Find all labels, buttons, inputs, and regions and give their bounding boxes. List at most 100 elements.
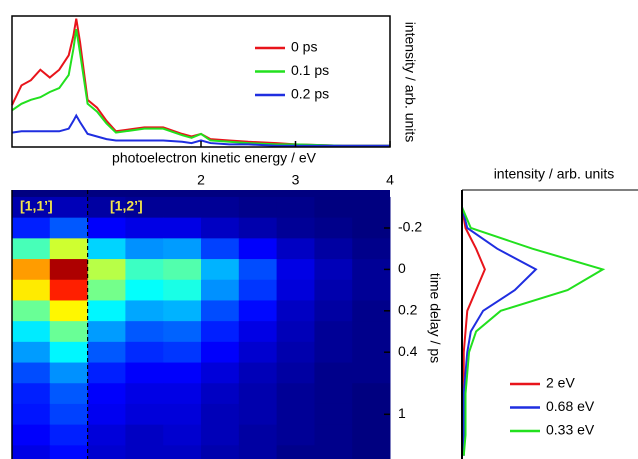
heatmap-cell — [163, 445, 202, 459]
heatmap-cell — [352, 383, 391, 405]
heatmap-cell — [125, 383, 164, 405]
heatmap-cell — [201, 341, 240, 364]
heatmap-cell — [201, 238, 240, 260]
heatmap-cell — [238, 300, 278, 322]
heatmap-cell — [163, 259, 202, 281]
heatmap-cell — [163, 341, 202, 364]
heatmap-cell — [125, 445, 164, 459]
heatmap-cell — [201, 403, 240, 426]
heatmap-cell — [314, 259, 353, 281]
heatmap-cell — [12, 362, 51, 384]
heatmap-cell — [314, 445, 353, 459]
heatmap-cell — [314, 279, 353, 301]
x-axis-label: photoelectron kinetic energy / eV — [112, 150, 317, 166]
heatmap-cell — [87, 238, 126, 260]
heatmap-cell — [163, 362, 202, 384]
heatmap-cell — [276, 321, 315, 343]
heatmap-cell — [314, 362, 353, 384]
heatmap-cell — [276, 362, 315, 384]
heatmap-cell — [125, 300, 164, 322]
heatmap-cell — [87, 196, 126, 219]
heatmap-cell — [49, 383, 89, 405]
heatmap-cell — [125, 217, 164, 239]
heatmap-cell — [276, 217, 315, 239]
heatmap-cell — [352, 445, 391, 459]
heatmap-cell — [314, 238, 353, 260]
heatmap-cell — [12, 279, 51, 301]
heatmap-cell — [49, 279, 89, 301]
heatmap-cell — [125, 341, 164, 364]
heatmap-cell — [238, 383, 278, 405]
heatmap-cell — [125, 196, 164, 219]
legend-label: 0 ps — [291, 39, 317, 55]
heatmap-cell — [201, 196, 240, 219]
y-tick-label: 1 — [398, 405, 406, 421]
heatmap-cell — [87, 279, 126, 301]
heatmap-cell — [125, 403, 164, 426]
panel-title: intensity / arb. units — [494, 166, 615, 182]
series-line — [11, 28, 390, 147]
heatmap-cell — [314, 321, 353, 343]
heatmap-cell — [49, 403, 89, 426]
heatmap-cell — [201, 362, 240, 384]
heatmap-cell — [87, 300, 126, 322]
heatmap-cell — [163, 424, 202, 446]
heatmap-cell — [12, 238, 51, 260]
heatmap-cell — [49, 259, 89, 281]
heatmap-cell — [201, 300, 240, 322]
heatmap-cell — [276, 238, 315, 260]
heatmap-cell — [163, 383, 202, 405]
heatmap-cell — [314, 341, 353, 364]
y-tick-label: 0.2 — [398, 302, 418, 318]
heatmap-cell — [49, 300, 89, 322]
heatmap-cell — [276, 341, 315, 364]
heatmap-cell — [238, 424, 278, 446]
heatmap-cell — [12, 403, 51, 426]
heatmap-cell — [201, 217, 240, 239]
legend-label: 0.2 ps — [291, 86, 329, 102]
heatmap-cell — [352, 341, 391, 364]
annotation: [1,2’] — [110, 198, 143, 214]
heatmap-cell — [87, 341, 126, 364]
profile-line — [461, 207, 538, 456]
heatmap-cell — [201, 321, 240, 343]
heatmap-cell — [12, 383, 51, 405]
y-axis-label: intensity / arb. units — [402, 22, 418, 143]
heatmap-cell — [314, 403, 353, 426]
heatmap-cell — [201, 259, 240, 281]
series-line — [11, 18, 390, 147]
heatmap-cell — [276, 403, 315, 426]
y-tick-label: 0.4 — [398, 343, 418, 359]
heatmap-cell — [125, 362, 164, 384]
heatmap-cell — [276, 259, 315, 281]
series-line — [11, 113, 390, 147]
heatmap-cell — [49, 362, 89, 384]
y-tick-label: -0.2 — [398, 219, 422, 235]
heatmap-cell — [49, 217, 89, 239]
heatmap-cell — [163, 403, 202, 426]
heatmap-cell — [12, 341, 51, 364]
heatmap-cell — [238, 259, 278, 281]
heatmap-cell — [125, 279, 164, 301]
legend-label: 2 eV — [546, 375, 575, 391]
heatmap-cell — [201, 279, 240, 301]
y-tick-label: 0 — [398, 260, 406, 276]
heatmap-cell — [163, 196, 202, 219]
heatmap-cell — [314, 217, 353, 239]
heatmap-cell — [201, 445, 240, 459]
heatmap-cell — [352, 238, 391, 260]
x-tick-label: 3 — [292, 172, 300, 188]
heatmap-cell — [87, 445, 126, 459]
heatmap-cell — [314, 300, 353, 322]
heatmap-cell — [314, 196, 353, 219]
heatmap-cell — [201, 424, 240, 446]
heatmap-cell — [352, 300, 391, 322]
x-tick-label: 4 — [386, 172, 394, 188]
heatmap-cell — [49, 196, 89, 219]
heatmap-cell — [238, 403, 278, 426]
heatmap-cell — [276, 279, 315, 301]
heatmap-cell — [125, 238, 164, 260]
heatmap-cell — [125, 321, 164, 343]
heatmap-cell — [238, 196, 278, 219]
